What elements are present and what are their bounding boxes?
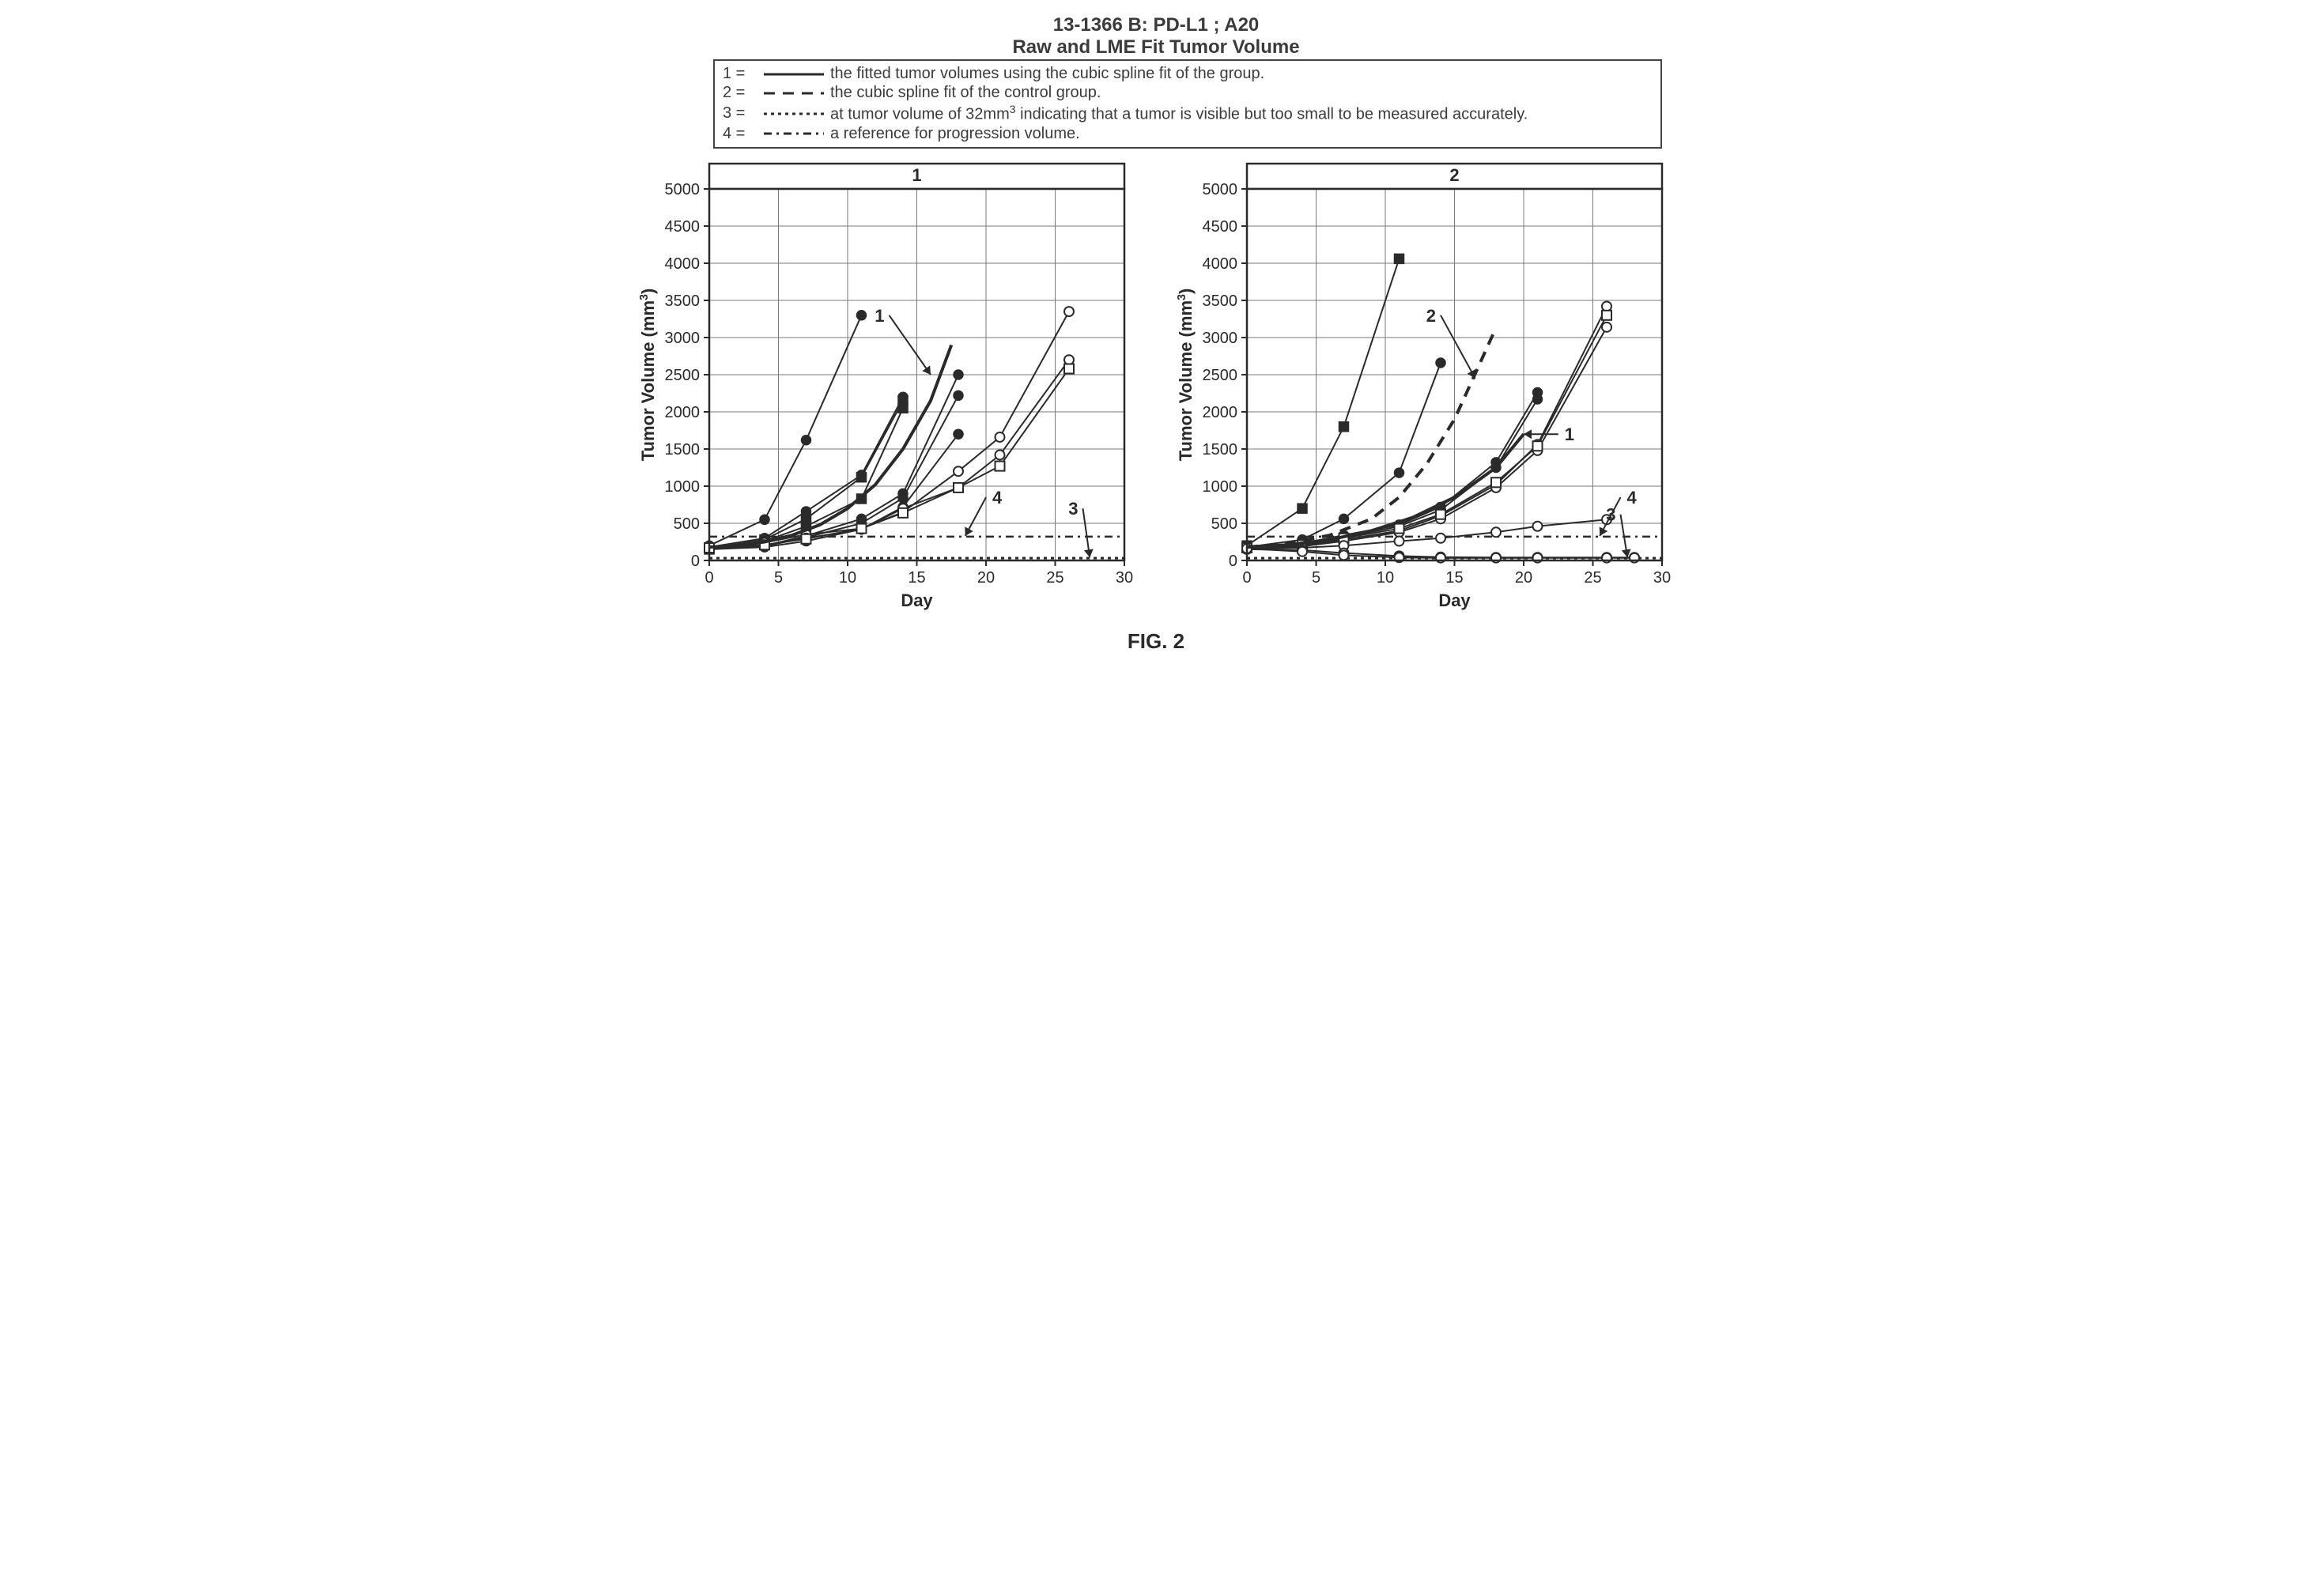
svg-text:5000: 5000 [665,181,701,198]
svg-text:2: 2 [1426,306,1436,326]
chart-title-1: 13-1366 B: PD-L1 ; A20 [603,14,1709,36]
charts-row: 1050010001500200025003000350040004500500… [603,153,1709,628]
svg-text:0: 0 [705,569,713,587]
legend-row: 2 = the cubic spline fit of the control g… [723,84,1653,102]
svg-text:Tumor Volume (mm3): Tumor Volume (mm3) [1176,289,1196,462]
svg-text:5: 5 [774,569,783,587]
legend-text: the cubic spline fit of the control grou… [830,84,1101,102]
svg-text:1500: 1500 [1203,441,1238,458]
svg-text:3: 3 [1606,505,1615,525]
svg-text:0: 0 [1242,569,1251,587]
svg-text:15: 15 [1445,569,1463,587]
legend-swatch [762,126,825,141]
legend: 1 = the fitted tumor volumes using the cu… [713,59,1662,149]
svg-text:20: 20 [977,569,995,587]
svg-text:1: 1 [1565,424,1574,444]
svg-text:25: 25 [1046,569,1063,587]
svg-text:Day: Day [1438,590,1471,610]
svg-text:2000: 2000 [1203,404,1238,421]
svg-text:2500: 2500 [1203,367,1238,384]
legend-row: 1 = the fitted tumor volumes using the cu… [723,65,1653,83]
legend-num: 1 = [723,65,757,83]
svg-text:20: 20 [1515,569,1532,587]
svg-text:30: 30 [1653,569,1671,587]
svg-text:500: 500 [1211,515,1237,533]
svg-text:2500: 2500 [665,367,701,384]
svg-text:4500: 4500 [665,218,701,236]
svg-text:3500: 3500 [1203,292,1238,310]
legend-num: 4 = [723,125,757,143]
svg-text:2000: 2000 [665,404,701,421]
chart-title-2: Raw and LME Fit Tumor Volume [603,36,1709,58]
svg-text:0: 0 [691,553,700,570]
legend-text: the fitted tumor volumes using the cubic… [830,65,1264,83]
svg-text:1500: 1500 [665,441,701,458]
svg-text:4500: 4500 [1203,218,1238,236]
figure-label: FIG. 2 [603,629,1709,654]
svg-text:Day: Day [901,590,933,610]
svg-text:10: 10 [839,569,856,587]
svg-text:1: 1 [875,306,884,326]
svg-text:3000: 3000 [1203,330,1238,347]
svg-text:3: 3 [1068,499,1078,519]
legend-swatch [762,85,825,101]
svg-text:5: 5 [1312,569,1320,587]
legend-swatch [762,106,825,122]
legend-text: a reference for progression volume. [830,125,1080,143]
svg-text:4000: 4000 [665,255,701,273]
svg-text:5000: 5000 [1203,181,1238,198]
svg-text:1000: 1000 [665,478,701,496]
svg-text:500: 500 [674,515,700,533]
svg-text:15: 15 [908,569,925,587]
svg-text:10: 10 [1377,569,1394,587]
legend-num: 2 = [723,84,757,102]
svg-text:25: 25 [1584,569,1601,587]
panel-1-chart: 1050010001500200025003000350040004500500… [634,153,1140,628]
legend-row: 3 = at tumor volume of 32mm3 indicating t… [723,103,1653,124]
legend-row: 4 = a reference for progression volume. [723,125,1653,143]
svg-text:Tumor Volume (mm3): Tumor Volume (mm3) [638,289,658,462]
panel-2-chart: 2050010001500200025003000350040004500500… [1172,153,1678,628]
svg-text:2: 2 [1449,165,1459,185]
svg-text:30: 30 [1116,569,1133,587]
svg-text:4000: 4000 [1203,255,1238,273]
svg-text:0: 0 [1229,553,1237,570]
svg-text:4: 4 [1627,488,1638,507]
legend-swatch [762,66,825,82]
svg-text:3500: 3500 [665,292,701,310]
svg-text:4: 4 [992,488,1003,507]
svg-text:1000: 1000 [1203,478,1238,496]
svg-text:3000: 3000 [665,330,701,347]
svg-text:1: 1 [912,165,921,185]
legend-text: at tumor volume of 32mm3 indicating that… [830,103,1528,124]
legend-num: 3 = [723,104,757,123]
